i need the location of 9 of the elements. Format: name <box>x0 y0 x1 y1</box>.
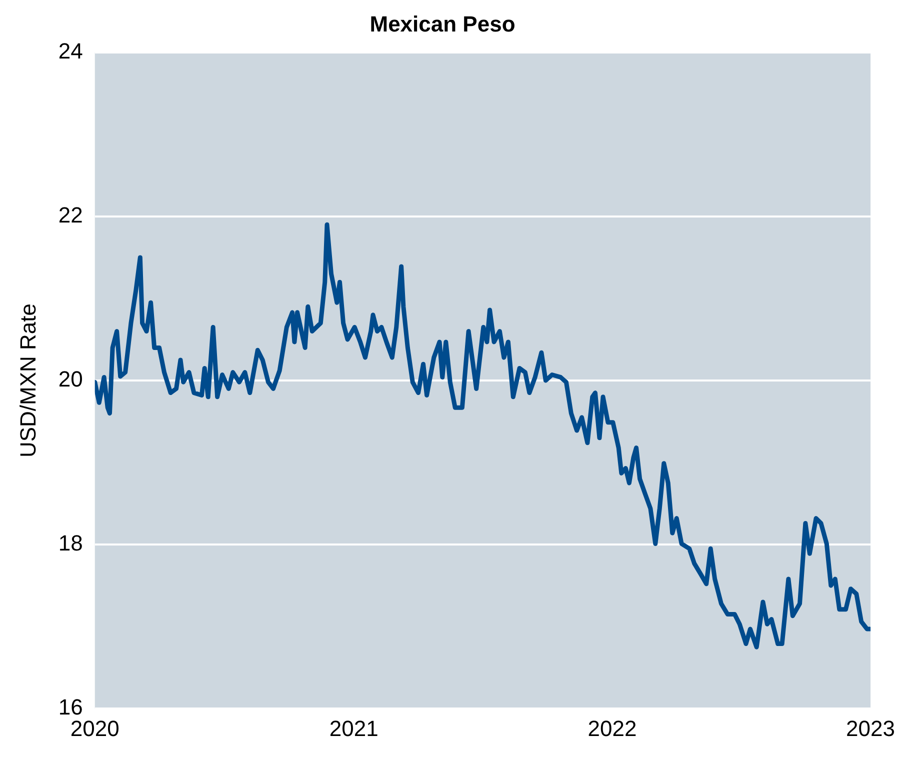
y-tick-label: 24 <box>58 38 83 64</box>
y-tick-label: 20 <box>58 366 83 392</box>
y-tick-label: 18 <box>58 530 83 556</box>
x-tick-label: 2023 <box>846 716 896 741</box>
x-tick-label: 2021 <box>329 716 378 741</box>
y-tick-label: 22 <box>58 202 83 228</box>
x-tick-label: 2022 <box>588 716 637 741</box>
chart-title: Mexican Peso <box>370 11 516 36</box>
y-axis-title: USD/MXN Rate <box>15 303 40 458</box>
